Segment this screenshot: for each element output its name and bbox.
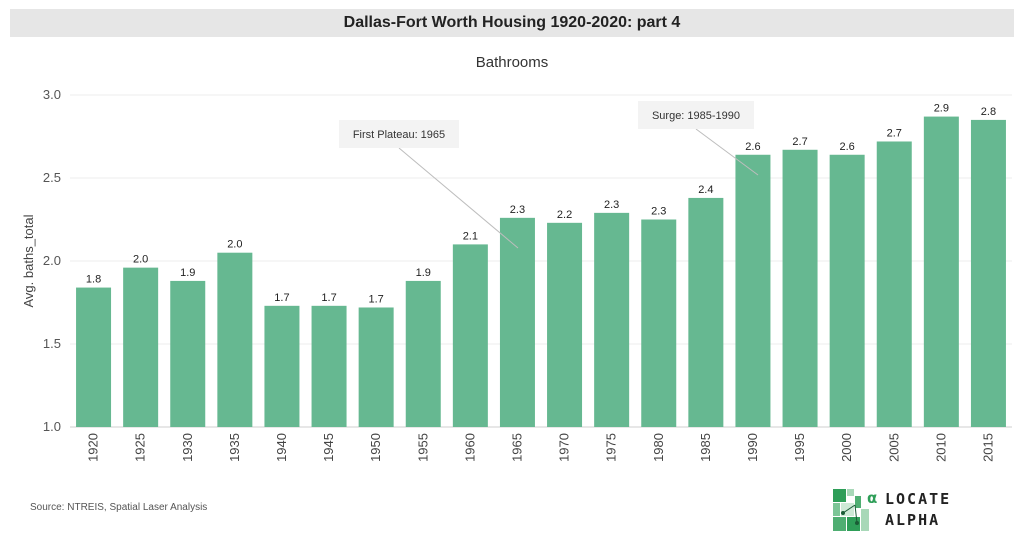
data-label: 2.0 [227,239,242,251]
bar [970,119,1006,428]
bar [641,219,677,427]
x-tick-label: 1925 [133,433,148,462]
data-label: 1.8 [86,274,101,286]
annotation-leader [398,147,519,249]
data-label: 1.7 [321,292,336,304]
data-label: 2.1 [463,230,478,242]
data-label: 1.7 [274,292,289,304]
alpha-symbol: α [867,489,877,507]
y-tick-label: 2.0 [43,253,61,268]
y-tick-label: 2.5 [43,170,61,185]
x-tick-label: 1985 [698,433,713,462]
bar [876,141,912,428]
data-label: 2.9 [934,103,949,115]
data-label: 2.7 [887,127,902,139]
y-axis-label: Avg. baths_total [21,214,36,307]
data-label: 2.6 [840,141,855,153]
x-tick-label: 1930 [180,433,195,462]
y-tick-label: 1.5 [43,336,61,351]
data-label: 2.8 [981,106,996,118]
data-label: 2.4 [698,184,713,196]
title-bar: Dallas-Fort Worth Housing 1920-2020: par… [10,9,1014,37]
bar [782,149,818,427]
bar [358,307,394,427]
locate-alpha-logo: α LOCATE ALPHA [833,487,1013,533]
x-tick-label: 1995 [792,433,807,462]
bar [264,305,300,427]
x-tick-label: 1990 [745,433,760,462]
data-label: 1.9 [180,267,195,279]
x-tick-label: 1955 [415,433,430,462]
y-tick-label: 1.0 [43,419,61,434]
data-label: 2.0 [133,254,148,266]
x-tick-label: 2005 [886,433,901,462]
x-tick-label: 1965 [509,433,524,462]
annotation-box [339,120,459,148]
logo-line-1: LOCATE [885,490,952,508]
logo-grid-icon: α [833,489,877,531]
bar [217,252,253,427]
data-label: 2.3 [604,199,619,211]
bar [76,287,112,427]
bar [688,197,724,427]
logo-line-2: ALPHA [885,511,941,529]
page-title: Dallas-Fort Worth Housing 1920-2020: par… [343,14,681,31]
bar [405,280,441,427]
data-label: 1.7 [369,293,384,305]
bar [123,267,159,427]
bar [499,217,535,427]
bar-chart: Bathrooms Avg. baths_total 1.0 1.5 2.0 2.5 3.0… [21,54,1012,462]
x-tick-label: 1940 [274,433,289,462]
annotation-box [638,101,754,129]
x-tick-label: 1945 [321,433,336,462]
bar [923,116,959,427]
data-label: 2.2 [557,209,572,221]
annotation-text: First Plateau: 1965 [353,129,445,141]
x-tick-label: 2010 [933,433,948,462]
x-tick-label: 1960 [462,433,477,462]
data-label: 1.9 [416,267,431,279]
bar [735,154,771,427]
bar [594,212,630,427]
bar [311,305,347,427]
data-label: 2.3 [510,204,525,216]
annotation-text: Surge: 1985-1990 [652,110,740,122]
source-note: Source: NTREIS, Spatial Laser Analysis [30,502,208,513]
annotation-leader [695,128,759,176]
y-tick-label: 3.0 [43,87,61,102]
bar [452,244,488,427]
bar [547,222,583,427]
chart-title: Bathrooms [476,54,549,71]
bar [170,280,206,427]
x-tick-label: 1920 [86,433,101,462]
x-tick-label: 1975 [604,433,619,462]
x-tick-label: 2015 [980,433,995,462]
data-label: 2.6 [745,141,760,153]
x-tick-label: 2000 [839,433,854,462]
x-tick-label: 1950 [368,433,383,462]
data-label: 2.7 [792,136,807,148]
x-tick-label: 1970 [557,433,572,462]
bar [829,154,865,427]
x-tick-label: 1935 [227,433,242,462]
x-tick-label: 1980 [651,433,666,462]
data-label: 2.3 [651,206,666,218]
